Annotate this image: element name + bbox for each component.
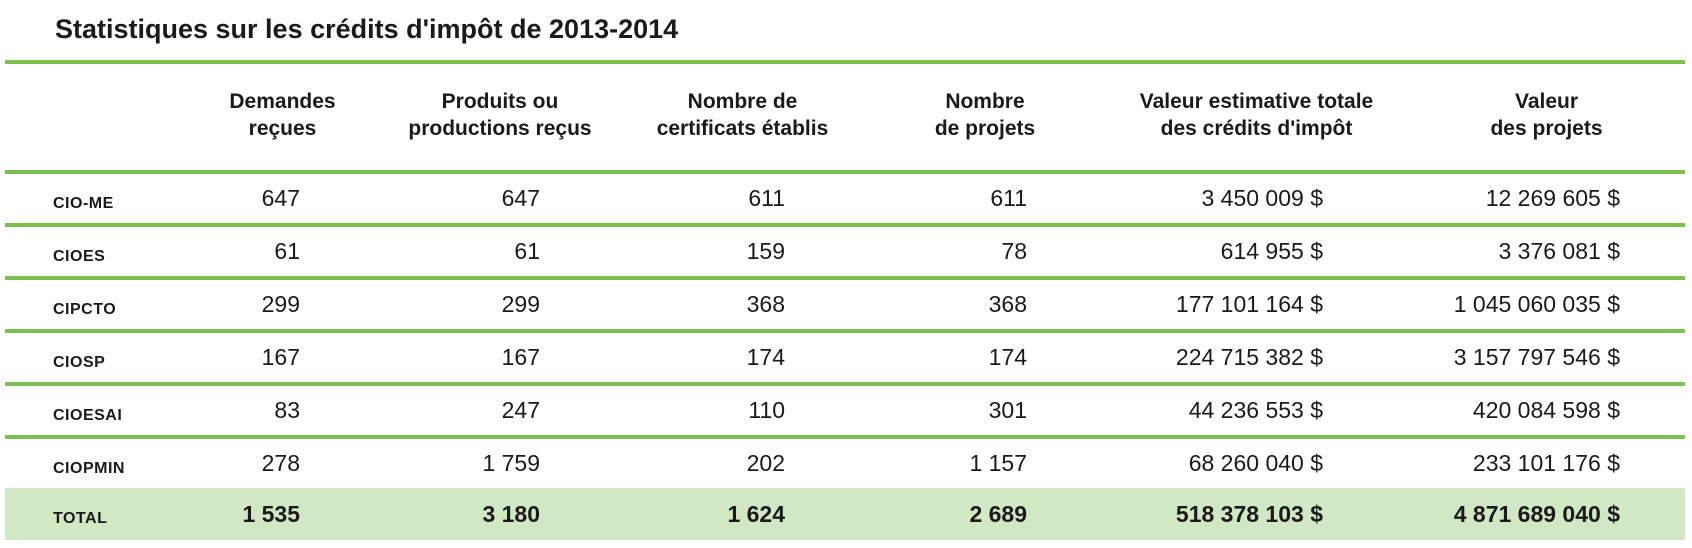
cell-projets: 78 xyxy=(1001,238,1027,264)
cell-certificats: 611 xyxy=(748,185,785,211)
table-rule xyxy=(5,170,1685,174)
cell-demandes: 278 xyxy=(261,450,300,476)
row-label: CIPCTO xyxy=(53,300,117,318)
header-projets: Nombre de projets xyxy=(934,90,1036,140)
tax-credit-table: Demandes reçues Produits ou productions … xyxy=(5,60,1685,540)
cell-projets: 174 xyxy=(988,344,1027,370)
header-produits: Produits ou productions reçus xyxy=(408,90,592,140)
row-label: CIOPMIN xyxy=(53,459,125,477)
cell-projets: 611 xyxy=(990,185,1027,211)
header-certificats: Nombre de certificats établis xyxy=(656,90,829,140)
cell-valeur-credits: 224 715 382 $ xyxy=(1175,344,1323,370)
cell-certificats: 159 xyxy=(746,238,785,264)
row-label: CIOESAI xyxy=(53,406,123,424)
row-label: CIOES xyxy=(53,247,106,265)
cell-projets: 1 157 xyxy=(969,450,1027,476)
cell-valeur-projets: 420 084 598 $ xyxy=(1472,397,1620,423)
table-rule xyxy=(5,223,1685,227)
cell-demandes: 647 xyxy=(261,185,300,211)
total-valeur-credits: 518 378 103 $ xyxy=(1175,500,1323,527)
cell-certificats: 110 xyxy=(748,397,785,423)
table-rule xyxy=(5,329,1685,333)
table-row: CIO-ME 647 647 611 611 3 450 009 $ 12 26… xyxy=(5,174,1685,223)
cell-valeur-projets: 3 157 797 546 $ xyxy=(1453,344,1620,370)
total-produits: 3 180 xyxy=(482,500,540,527)
cell-projets: 301 xyxy=(988,397,1027,423)
cell-projets: 368 xyxy=(988,291,1027,317)
table-rule xyxy=(5,60,1685,64)
cell-demandes: 299 xyxy=(261,291,300,317)
table-rule xyxy=(5,276,1685,280)
total-certificats: 1 624 xyxy=(727,500,785,527)
total-label: TOTAL xyxy=(53,510,108,527)
header-cell-empty xyxy=(5,64,185,170)
table-row: CIOESAI 83 247 110 301 44 236 553 $ 420 … xyxy=(5,386,1685,435)
cell-valeur-credits: 177 101 164 $ xyxy=(1175,291,1323,317)
cell-valeur-projets: 12 269 605 $ xyxy=(1485,185,1620,211)
cell-valeur-credits: 68 260 040 $ xyxy=(1188,450,1323,476)
table-row: CIPCTO 299 299 368 368 177 101 164 $ 1 0… xyxy=(5,280,1685,329)
cell-produits: 247 xyxy=(501,397,540,423)
header-valeur-projets: Valeur des projets xyxy=(1490,90,1603,140)
cell-produits: 61 xyxy=(514,238,540,264)
total-row: TOTAL 1 535 3 180 1 624 2 689 518 378 10… xyxy=(5,488,1685,540)
header-demandes: Demandes reçues xyxy=(229,90,336,140)
table-row: CIOES 61 61 159 78 614 955 $ 3 376 081 $ xyxy=(5,227,1685,276)
total-projets: 2 689 xyxy=(969,500,1027,527)
cell-valeur-credits: 3 450 009 $ xyxy=(1201,185,1323,211)
total-demandes: 1 535 xyxy=(242,500,300,527)
row-label: CIOSP xyxy=(53,353,106,371)
cell-certificats: 202 xyxy=(746,450,785,476)
page-title: Statistiques sur les crédits d'impôt de … xyxy=(55,14,679,44)
cell-valeur-projets: 1 045 060 035 $ xyxy=(1453,291,1620,317)
cell-produits: 299 xyxy=(501,291,540,317)
cell-demandes: 167 xyxy=(261,344,300,370)
cell-valeur-credits: 614 955 $ xyxy=(1220,238,1323,264)
cell-demandes: 83 xyxy=(274,397,300,423)
cell-valeur-credits: 44 236 553 $ xyxy=(1188,397,1323,423)
cell-valeur-projets: 3 376 081 $ xyxy=(1498,238,1620,264)
table-rule xyxy=(5,435,1685,439)
table-row: CIOPMIN 278 1 759 202 1 157 68 260 040 $… xyxy=(5,439,1685,488)
cell-certificats: 368 xyxy=(746,291,785,317)
cell-produits: 647 xyxy=(501,185,540,211)
header-valeur-credits: Valeur estimative totale des crédits d'i… xyxy=(1139,90,1374,140)
row-label: CIO-ME xyxy=(53,194,114,212)
table-row: CIOSP 167 167 174 174 224 715 382 $ 3 15… xyxy=(5,333,1685,382)
cell-produits: 1 759 xyxy=(482,450,540,476)
total-valeur-projets: 4 871 689 040 $ xyxy=(1453,500,1620,527)
cell-demandes: 61 xyxy=(274,238,300,264)
table-rule xyxy=(5,382,1685,386)
cell-valeur-projets: 233 101 176 $ xyxy=(1472,450,1620,476)
cell-produits: 167 xyxy=(501,344,540,370)
header-row: Demandes reçues Produits ou productions … xyxy=(5,64,1685,170)
cell-certificats: 174 xyxy=(746,344,785,370)
